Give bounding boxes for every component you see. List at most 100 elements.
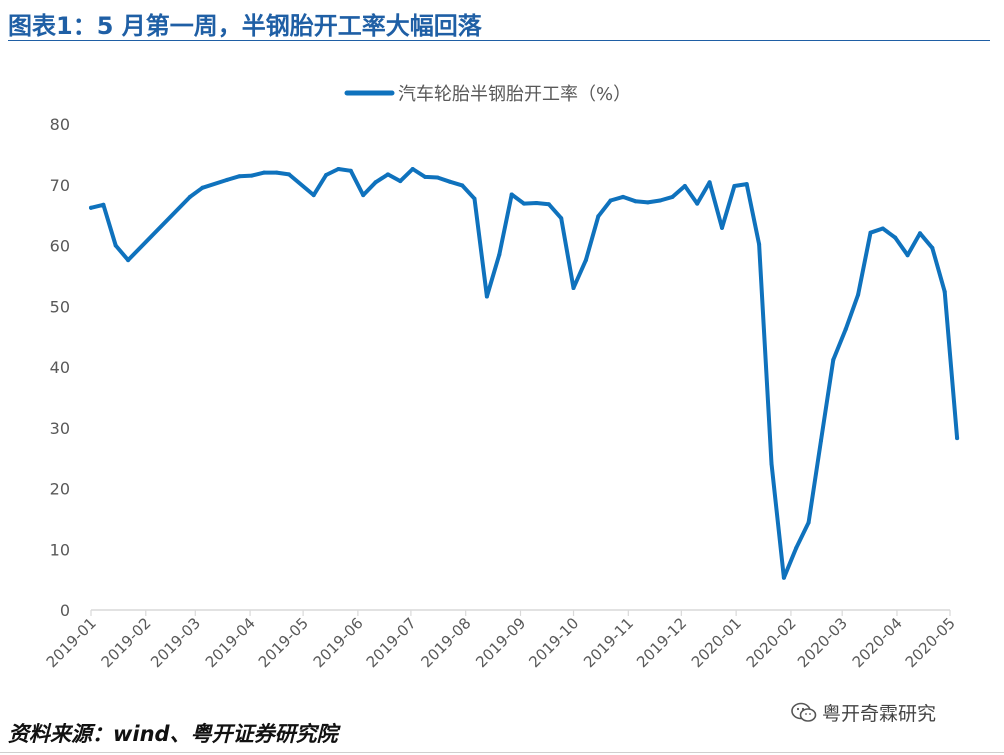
x-tick-label: 2019-12 xyxy=(633,614,690,671)
y-tick-label: 20 xyxy=(50,480,70,499)
x-tick-label: 2020-05 xyxy=(902,614,959,671)
x-tick-label: 2019-01 xyxy=(43,614,100,671)
data-point xyxy=(658,198,663,203)
data-point xyxy=(237,174,242,179)
data-point xyxy=(101,202,106,207)
data-point xyxy=(559,216,564,221)
x-tick-label: 2020-01 xyxy=(688,614,745,671)
y-tick-label: 10 xyxy=(50,540,70,559)
plot-area xyxy=(89,167,960,580)
x-tick-label: 2020-04 xyxy=(849,614,906,671)
x-tick-label: 2019-11 xyxy=(580,614,637,671)
data-point xyxy=(534,201,539,205)
data-point xyxy=(918,231,922,236)
data-point xyxy=(546,202,551,207)
data-point xyxy=(361,193,366,198)
wechat-icon xyxy=(791,702,817,722)
data-point xyxy=(336,167,341,171)
data-point xyxy=(373,180,378,185)
data-point xyxy=(126,258,131,263)
y-tick-label: 70 xyxy=(50,176,70,195)
data-point xyxy=(398,179,403,184)
data-point xyxy=(385,172,390,177)
data-point xyxy=(732,184,737,188)
data-point xyxy=(311,193,316,198)
data-point xyxy=(249,173,254,178)
data-point xyxy=(794,546,799,550)
data-point xyxy=(324,173,329,177)
x-tick-label: 2019-06 xyxy=(310,614,367,671)
data-point xyxy=(880,226,885,231)
data-point xyxy=(868,230,873,235)
data-point xyxy=(287,172,291,177)
y-tick-label: 80 xyxy=(50,115,70,134)
data-point xyxy=(720,225,724,230)
data-point xyxy=(843,327,848,332)
data-point xyxy=(225,177,230,182)
data-point xyxy=(460,183,465,188)
chart-title: 图表1：5 月第一周，半钢胎开工率大幅回落 xyxy=(8,12,482,40)
series-line xyxy=(89,167,960,580)
title-divider xyxy=(8,40,990,41)
y-tick-label: 50 xyxy=(50,297,70,316)
x-tick-label: 2019-08 xyxy=(417,614,474,671)
data-point xyxy=(423,174,428,179)
data-point xyxy=(757,242,762,247)
data-point xyxy=(596,214,601,219)
data-point xyxy=(583,258,588,263)
data-point xyxy=(497,252,502,257)
x-tick-label: 2020-03 xyxy=(794,614,851,671)
data-point xyxy=(472,196,477,201)
data-point xyxy=(633,199,638,204)
data-point xyxy=(621,194,625,199)
data-point xyxy=(410,167,415,171)
data-point xyxy=(645,200,650,205)
x-tick-label: 2019-09 xyxy=(472,614,529,671)
data-point xyxy=(509,192,514,197)
y-tick-label: 40 xyxy=(50,358,70,377)
data-point xyxy=(819,438,823,443)
legend: 汽车轮胎半钢胎开工率（%） xyxy=(344,84,631,105)
data-point xyxy=(856,292,861,297)
x-axis: 2019-012019-022019-032019-042019-052019-… xyxy=(43,609,959,671)
data-point xyxy=(942,289,947,294)
x-tick-label: 2020-02 xyxy=(743,614,800,671)
data-point xyxy=(113,243,118,248)
x-tick-label: 2019-07 xyxy=(363,614,420,671)
data-point xyxy=(188,194,192,199)
data-point xyxy=(744,182,749,187)
x-tick-label: 2019-03 xyxy=(147,614,204,671)
y-tick-label: 0 xyxy=(60,601,70,620)
data-point xyxy=(695,201,700,206)
data-point xyxy=(348,168,353,173)
data-point xyxy=(955,436,960,441)
data-point xyxy=(447,179,452,184)
data-point xyxy=(806,520,811,525)
data-point xyxy=(831,357,836,362)
data-point xyxy=(200,185,205,190)
data-point xyxy=(262,170,267,175)
watermark: 粤开奇霖研究 xyxy=(790,699,936,726)
x-tick-label: 2019-02 xyxy=(98,614,155,671)
y-axis: 0 10 20 30 40 50 60 70 80 xyxy=(50,115,70,620)
watermark-text: 粤开奇霖研究 xyxy=(822,703,937,725)
data-point xyxy=(893,235,898,240)
data-point xyxy=(571,286,576,290)
data-point xyxy=(608,198,613,203)
x-tick-label: 2019-05 xyxy=(255,614,312,671)
legend-label: 汽车轮胎半钢胎开工率（%） xyxy=(398,84,631,105)
data-point xyxy=(781,575,786,580)
data-point xyxy=(522,201,526,206)
data-point xyxy=(274,170,279,175)
data-point xyxy=(707,180,712,185)
data-point xyxy=(670,194,675,199)
data-point xyxy=(930,245,935,250)
data-point xyxy=(905,253,910,258)
data-point xyxy=(769,461,774,466)
bottom-divider xyxy=(0,752,1004,753)
data-point xyxy=(89,205,93,210)
data-point xyxy=(484,294,489,299)
y-tick-label: 60 xyxy=(50,237,70,256)
x-tick-label: 2019-04 xyxy=(202,614,259,671)
